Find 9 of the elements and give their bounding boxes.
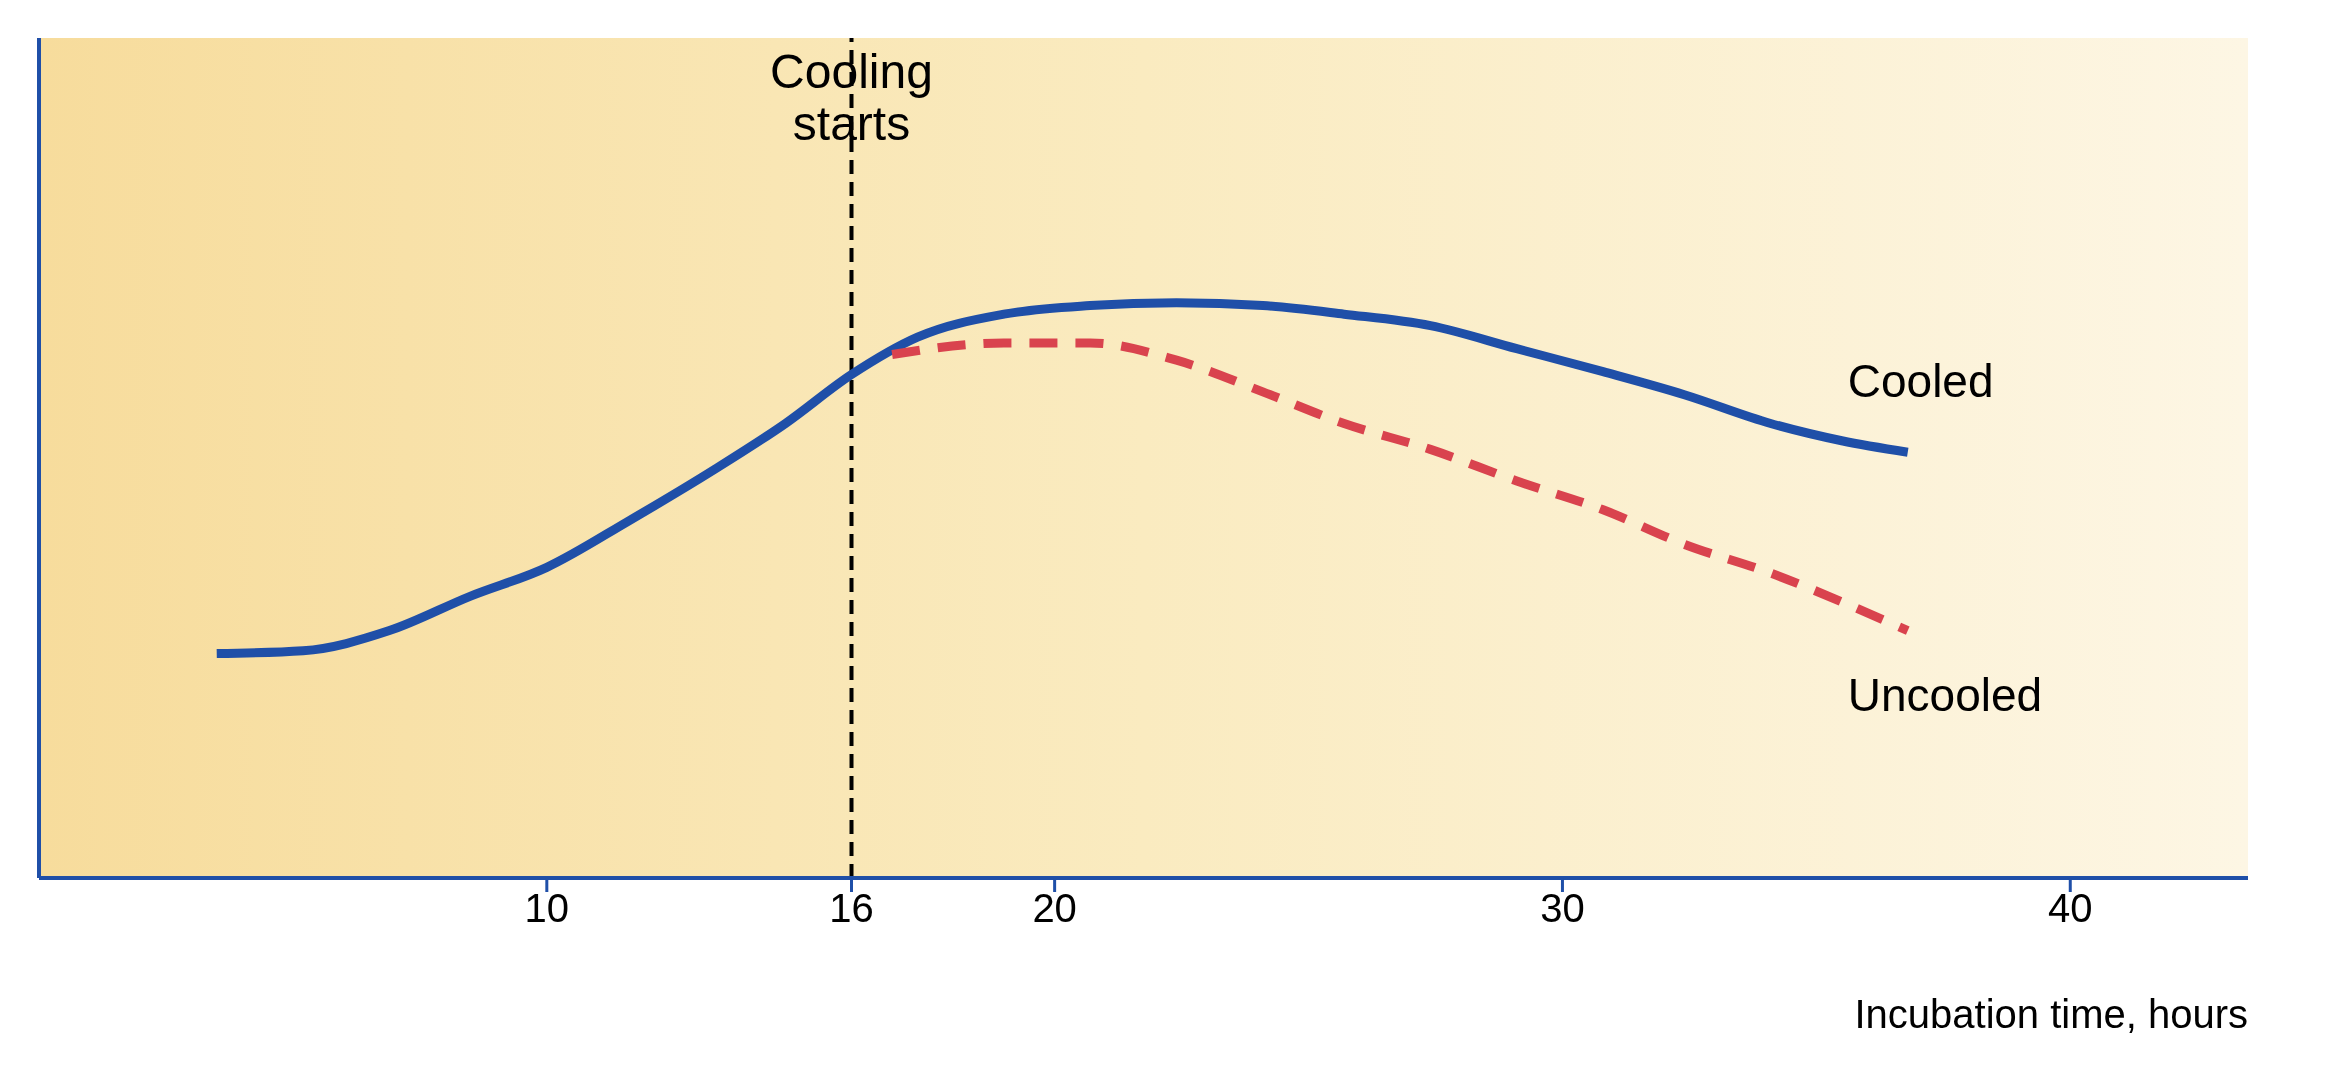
series-label: Cooled bbox=[1847, 355, 1994, 408]
x-tick-label: 16 bbox=[829, 886, 874, 931]
series-label: Uncooled bbox=[1847, 668, 2043, 721]
x-tick-label: 10 bbox=[524, 886, 570, 931]
x-axis-title: Incubation time, hours bbox=[1854, 992, 2248, 1036]
x-tick-label: 20 bbox=[1032, 886, 1077, 931]
ref-line-label: Cooling starts bbox=[770, 45, 933, 150]
x-tick-label: 30 bbox=[1540, 886, 1585, 931]
x-tick-label: 40 bbox=[2048, 886, 2093, 931]
